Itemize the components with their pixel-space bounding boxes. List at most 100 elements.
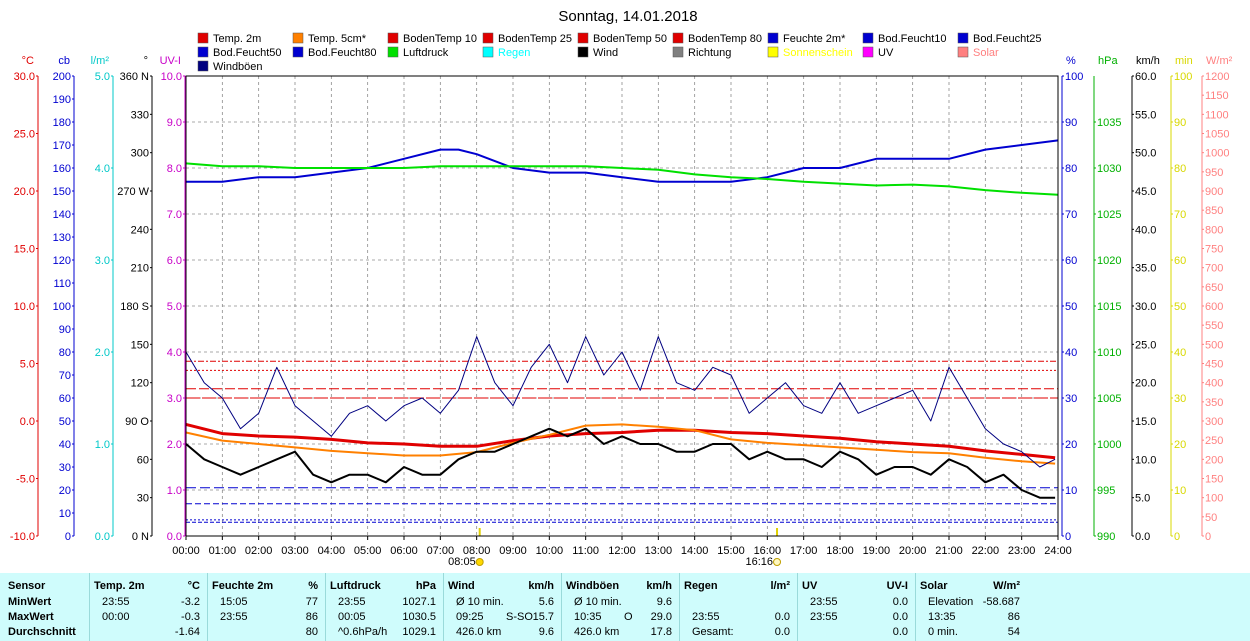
x-axis-tick-label: 18:00	[826, 545, 854, 557]
x-axis-tick-label: 17:00	[790, 545, 818, 557]
stats-value: -58.687	[982, 596, 1020, 608]
right-axis-tick-label: 10.0	[1135, 454, 1156, 466]
right-axis-tick-label: 30	[1065, 393, 1077, 405]
legend-entry: Windböen	[213, 61, 263, 73]
right-axis-tick-label: 35.0	[1135, 263, 1156, 275]
right-axis-tick-label: 20	[1174, 439, 1186, 451]
stats-time: 00:00	[102, 611, 130, 623]
stats-value: 9.6	[656, 596, 672, 608]
x-axis-tick-label: 04:00	[318, 545, 346, 557]
x-axis-tick-label: 23:00	[1008, 545, 1036, 557]
left-axis-tick-label: 5.0	[167, 301, 182, 313]
legend-entry: Solar	[973, 47, 999, 59]
right-axis-tick-label: 90	[1174, 117, 1186, 129]
right-axis-tick-label: 200	[1205, 454, 1223, 466]
left-axis-tick-label: 60	[59, 393, 71, 405]
left-axis-tick-label: 0 N	[132, 531, 149, 543]
legend-entry: BodenTemp 25	[498, 33, 572, 45]
stats-value: 1030.5	[402, 611, 436, 623]
right-axis-tick-label: 100	[1065, 71, 1083, 83]
right-axis-tick-label: 950	[1205, 167, 1223, 179]
column-separator	[915, 573, 916, 641]
right-axis-tick-label: 0	[1205, 531, 1211, 543]
right-axis-tick-label: 90	[1065, 117, 1077, 129]
stats-col-unit: UV-I	[886, 580, 908, 592]
column-separator	[561, 573, 562, 641]
x-axis-tick-label: 16:00	[754, 545, 782, 557]
left-axis-tick-label: 0.0	[20, 416, 35, 428]
right-axis-tick-label: 70	[1174, 209, 1186, 221]
column-separator	[89, 573, 90, 641]
stats-col-title: Windböen	[566, 580, 620, 592]
right-axis-tick-label: 50	[1174, 301, 1186, 313]
x-axis-tick-label: 02:00	[245, 545, 273, 557]
x-axis: 00:00 01:00 02:00 03:00 04:00 05:00 06:00 07:00…	[172, 528, 1072, 568]
legend-entry: Richtung	[688, 47, 731, 59]
legend-entry: BodenTemp 80	[688, 33, 762, 45]
left-axis-tick-label: 360 N	[120, 71, 149, 83]
stats-value: 1029.1	[402, 626, 436, 638]
stats-col-unit: l/m²	[770, 580, 790, 592]
left-axis-tick-label: 4.0	[167, 347, 182, 359]
stats-time: 23:55	[338, 596, 366, 608]
right-axis-tick-label: 40	[1065, 347, 1077, 359]
stats-col-title: Solar	[920, 580, 948, 592]
right-axis-tick-label: 60	[1065, 255, 1077, 267]
stats-time: 23:55	[102, 596, 130, 608]
legend-swatch	[767, 32, 779, 44]
right-axis-tick-label: 1030	[1097, 163, 1121, 175]
right-axis-tick-label: 450	[1205, 359, 1223, 371]
left-axis-tick-label: 200	[53, 71, 71, 83]
left-axis-tick-label: -10.0	[10, 531, 35, 543]
stats-value: 77	[305, 596, 318, 608]
stats-col-title: Sensor	[8, 580, 46, 592]
legend-entry: Wind	[593, 47, 618, 59]
left-axes: °C 30.0 25.0 20.0 15.0 10.0 5.0 0.0 -5.0 -10.0 cb 2…	[10, 55, 186, 543]
right-axis-tick-label: 1035	[1097, 117, 1121, 129]
left-axis-tick-label: 1.0	[95, 439, 110, 451]
left-axis-tick-label: 210	[131, 263, 149, 275]
left-axis-tick-label: 10.0	[161, 71, 182, 83]
left-axis-tick-label: 3.0	[167, 393, 182, 405]
series-line-0	[186, 139, 1059, 183]
left-axis-tick-label: 70	[59, 370, 71, 382]
legend-swatch	[577, 46, 589, 58]
left-axis-tick-label: 180 S	[120, 301, 149, 313]
left-axis-tick-label: 25.0	[14, 129, 35, 141]
stats-row-label: Durchschnitt	[8, 626, 76, 638]
legend-entry: Feuchte 2m*	[783, 33, 846, 45]
stats-value: 15.7	[532, 611, 554, 623]
left-axis-tick-label: 0.0	[167, 531, 182, 543]
right-axis-tick-label: 70	[1065, 209, 1077, 221]
series-line-4	[185, 427, 1056, 499]
stats-value: 5.6	[538, 596, 554, 608]
legend-entry: Bod.Feucht10	[878, 33, 947, 45]
legend-entry: Bod.Feucht80	[308, 47, 377, 59]
left-axis-tick-label: 8.0	[167, 163, 182, 175]
x-axis-tick-label: 05:00	[354, 545, 382, 557]
left-axis-tick-label: 60	[137, 454, 149, 466]
stats-value: 86	[1007, 611, 1020, 623]
right-axis-tick-label: 550	[1205, 320, 1223, 332]
legend-swatch	[292, 46, 304, 58]
right-axis-tick-label: 10	[1065, 485, 1077, 497]
legend-entry: UV	[878, 47, 894, 59]
stats-col-title: Luftdruck	[330, 580, 381, 592]
stats-time: 0 min.	[928, 626, 958, 638]
left-axis-tick-label: 10	[59, 508, 71, 520]
right-axis-tick-label: 1000	[1097, 439, 1121, 451]
legend-swatch	[672, 32, 684, 44]
right-axis-tick-label: 20	[1065, 439, 1077, 451]
stats-time: 23:55	[220, 611, 248, 623]
stats-row-label: MaxWert	[8, 611, 54, 623]
right-axis-tick-label: 300	[1205, 416, 1223, 428]
left-axis-tick-label: 130	[53, 232, 71, 244]
sunrise-marker	[475, 558, 484, 566]
x-axis-tick-label: 01:00	[209, 545, 237, 557]
stats-value: 9.6	[538, 626, 554, 638]
right-axis-tick-label: 1050	[1205, 129, 1229, 141]
stats-value: 0.0	[892, 596, 908, 608]
x-axis-tick-label: 15:00	[717, 545, 745, 557]
stats-time: Elevation	[928, 596, 974, 608]
left-axis-tick-label: 10.0	[14, 301, 35, 313]
